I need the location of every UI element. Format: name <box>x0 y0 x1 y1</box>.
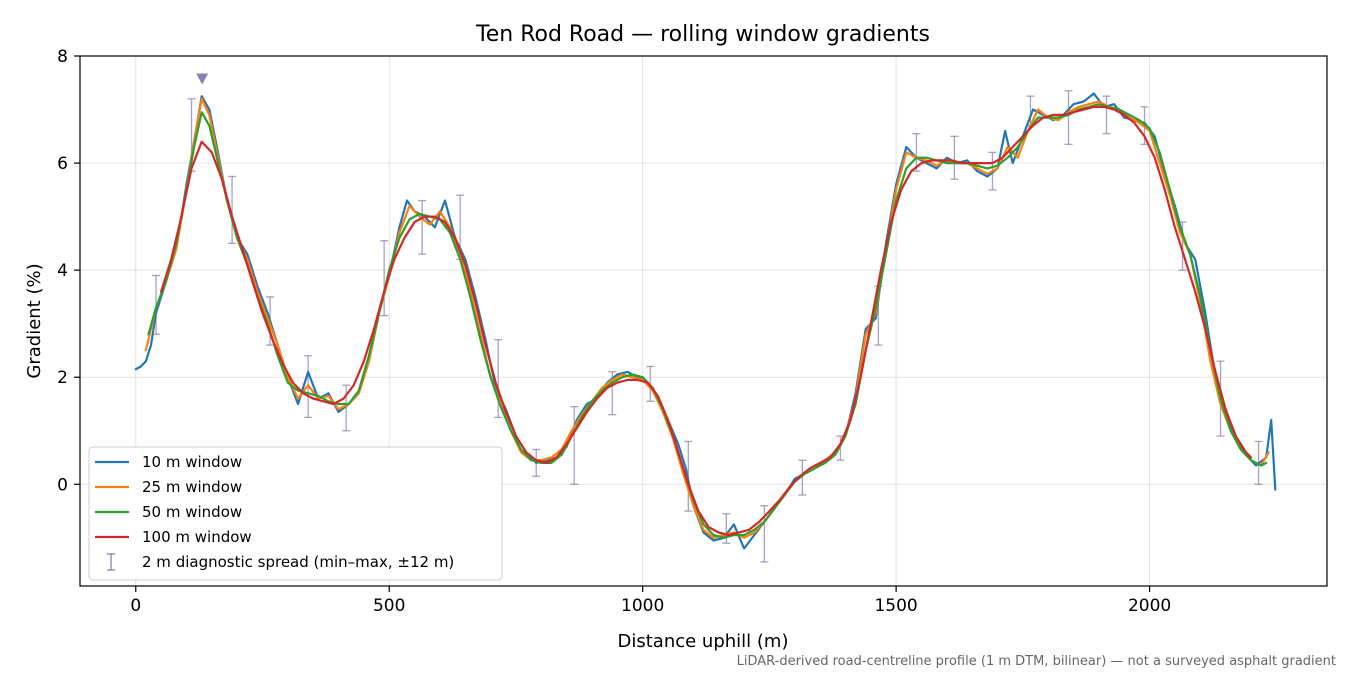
diagnostic-spread-bar <box>418 199 427 255</box>
legend-box <box>88 446 503 581</box>
x-tick-label: 2000 <box>1128 596 1171 616</box>
diagnostic-spread-bar <box>380 240 389 317</box>
y-tick-label: 0 <box>57 475 68 495</box>
ticks-layer: 0 500 1000 1500 2000 0 2 4 6 8 <box>57 47 1171 616</box>
legend-item: 2 m diagnostic spread (min–max, ±12 m) <box>107 553 454 571</box>
x-tick-label: 0 <box>130 596 141 616</box>
plot-frame <box>79 55 1328 587</box>
diagnostic-spread-bar <box>570 406 579 485</box>
legend-label: 100 m window <box>142 528 252 546</box>
legend-label: 10 m window <box>142 453 242 471</box>
x-axis-label: Distance uphill (m) <box>618 631 789 652</box>
series-line-4 <box>160 105 1253 537</box>
diagnostic-spread-bar <box>342 384 351 432</box>
plot-area <box>134 73 1277 563</box>
y-tick-label: 6 <box>57 154 68 174</box>
chart-title: Ten Rod Road — rolling window gradients <box>475 22 930 47</box>
y-axis-label: Gradient (%) <box>24 263 45 378</box>
legend-item: 10 m window <box>95 453 242 471</box>
diagnostic-spread-bar <box>1064 90 1073 145</box>
legend-label: 2 m diagnostic spread (min–max, ±12 m) <box>142 553 454 571</box>
series-line-3 <box>147 103 1268 539</box>
diagnostic-spread-bar <box>1102 95 1111 135</box>
legend: 10 m window 25 m window 50 m window 100 m w… <box>88 446 503 581</box>
series-line-2 <box>144 97 1270 539</box>
x-tick-label: 1500 <box>874 596 917 616</box>
legend-item: 25 m window <box>95 478 242 496</box>
diagnostic-spread-bar <box>494 339 503 419</box>
chart-caption: LiDAR-derived road-centreline profile (1… <box>737 654 1336 669</box>
legend-label: 50 m window <box>142 503 242 521</box>
x-tick-label: 1000 <box>621 596 664 616</box>
diagnostic-spread-bar <box>228 175 237 245</box>
diagnostic-spread-bar <box>798 459 807 496</box>
legend-label: 25 m window <box>142 478 242 496</box>
diagnostic-spread-bar <box>950 135 959 180</box>
legend-item: 50 m window <box>95 503 242 521</box>
y-tick-label: 2 <box>57 368 68 388</box>
diagnostic-spread-bar <box>912 132 921 172</box>
x-tick-label: 500 <box>373 596 405 616</box>
legend-item: 100 m window <box>95 528 252 546</box>
peak-marker-icon <box>196 73 209 85</box>
y-tick-label: 4 <box>57 261 68 281</box>
y-tick-label: 8 <box>57 47 68 67</box>
